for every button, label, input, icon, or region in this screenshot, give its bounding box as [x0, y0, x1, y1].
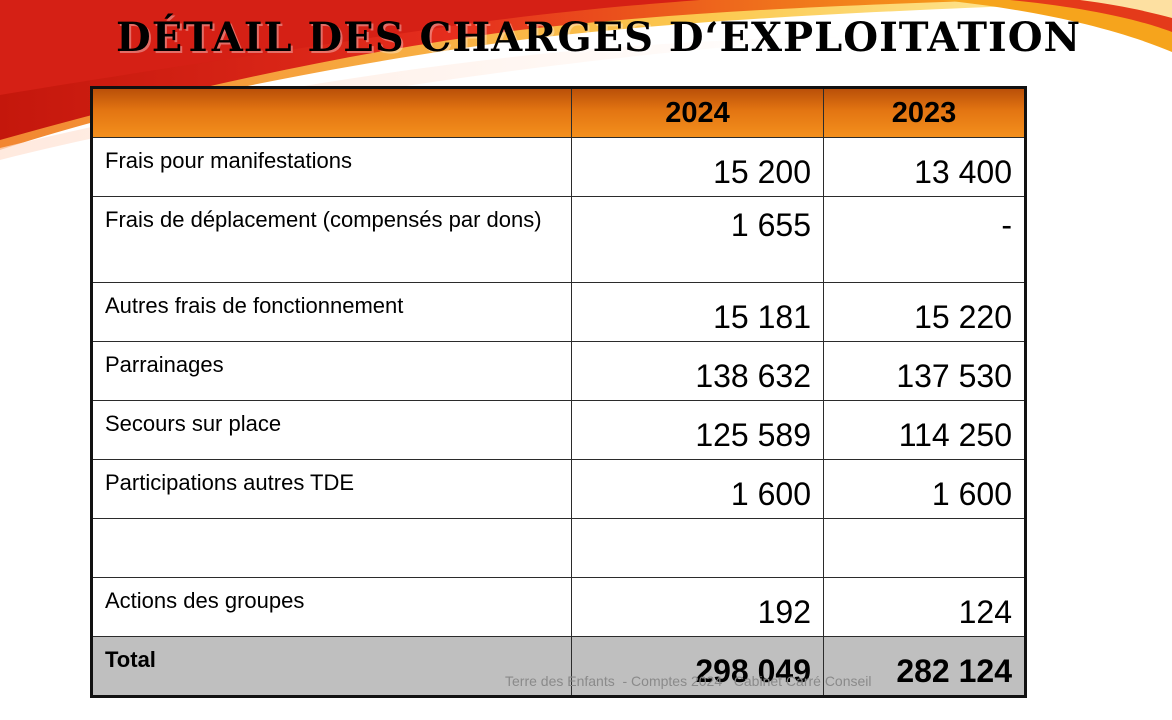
value-2024: 125 589	[571, 400, 824, 460]
value-2023: 124	[823, 577, 1027, 637]
header-year-2023: 2023	[823, 86, 1027, 138]
row-label	[90, 518, 572, 578]
table-total-row: Total 298 049 282 124	[90, 636, 1027, 698]
table-row: Secours sur place 125 589 114 250	[90, 400, 1027, 460]
table-row: Participations autres TDE 1 600 1 600	[90, 459, 1027, 519]
table-row-empty	[90, 518, 1027, 578]
table-row: Autres frais de fonctionnement 15 181 15…	[90, 282, 1027, 342]
value-2023: -	[823, 196, 1027, 283]
value-2024: 192	[571, 577, 824, 637]
slide-title: Détail des charges d‘exploitation	[116, 14, 1082, 61]
value-2024: 1 655	[571, 196, 824, 283]
header-year-2024: 2024	[571, 86, 824, 138]
row-label: Participations autres TDE	[90, 459, 572, 519]
slide-footer: Terre des Enfants - Comptes 2024 Cabinet…	[505, 673, 872, 689]
table-header-row: 2024 2023	[90, 86, 1027, 138]
table-row: Frais pour manifestations 15 200 13 400	[90, 137, 1027, 197]
total-2023: 282 124	[823, 636, 1027, 698]
value-2024: 1 600	[571, 459, 824, 519]
table-row: Frais de déplacement (compensés par dons…	[90, 196, 1027, 283]
charges-table: 2024 2023 Frais pour manifestations 15 2…	[90, 86, 1027, 698]
value-2023: 114 250	[823, 400, 1027, 460]
value-2023	[823, 518, 1027, 578]
value-2024: 15 181	[571, 282, 824, 342]
value-2023: 1 600	[823, 459, 1027, 519]
decorative-swoosh	[0, 0, 1172, 160]
table-row: Actions des groupes 192 124	[90, 577, 1027, 637]
row-label: Frais pour manifestations	[90, 137, 572, 197]
total-label: Total	[90, 636, 572, 698]
row-label: Autres frais de fonctionnement	[90, 282, 572, 342]
value-2023: 15 220	[823, 282, 1027, 342]
value-2023: 137 530	[823, 341, 1027, 401]
row-label: Actions des groupes	[90, 577, 572, 637]
value-2023: 13 400	[823, 137, 1027, 197]
header-label-cell	[90, 86, 572, 138]
total-2024: 298 049	[571, 636, 824, 698]
row-label: Frais de déplacement (compensés par dons…	[90, 196, 572, 283]
table-row: Parrainages 138 632 137 530	[90, 341, 1027, 401]
row-label: Secours sur place	[90, 400, 572, 460]
row-label: Parrainages	[90, 341, 572, 401]
value-2024: 138 632	[571, 341, 824, 401]
value-2024	[571, 518, 824, 578]
value-2024: 15 200	[571, 137, 824, 197]
